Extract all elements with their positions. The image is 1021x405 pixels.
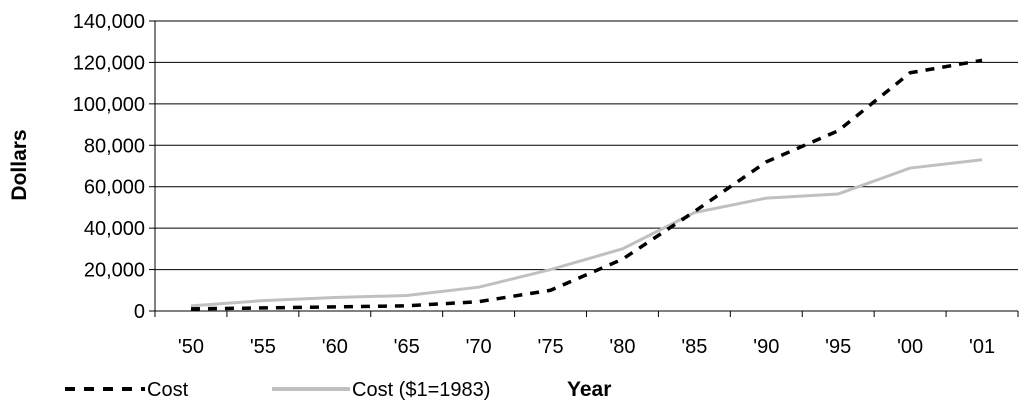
x-tick-label: '95 <box>825 336 851 358</box>
y-axis-title: Dollars <box>8 129 31 200</box>
x-tick-label: '50 <box>178 336 204 358</box>
x-axis-title: Year <box>567 378 611 401</box>
legend-label-cost: Cost <box>147 379 189 401</box>
x-tick-label: '80 <box>609 336 635 358</box>
x-tick-label: '90 <box>753 336 779 358</box>
y-tick-label: 80,000 <box>84 135 145 157</box>
y-tick-label: 100,000 <box>73 94 145 116</box>
y-tick-label: 20,000 <box>84 260 145 282</box>
x-tick-label: '85 <box>681 336 707 358</box>
y-tick-label: 60,000 <box>84 177 145 199</box>
x-tick-label: '55 <box>250 336 276 358</box>
x-tick-label: '00 <box>897 336 923 358</box>
x-tick-label: '75 <box>538 336 564 358</box>
series-line-cost-adjusted <box>190 158 983 308</box>
legend-label-cost-adjusted: Cost ($1=1983) <box>352 379 490 401</box>
x-tick-labels: '50 '55 '60 '65 '70 '75 '80 '85 '90 '95 '00 '01 <box>178 336 995 358</box>
x-tick-label: '70 <box>466 336 492 358</box>
x-tick-label: '65 <box>394 336 420 358</box>
x-tick-label: '01 <box>969 336 995 358</box>
axes <box>149 20 1019 317</box>
series-lines <box>190 58 983 311</box>
legend: Cost Cost ($1=1983) <box>65 379 490 401</box>
y-tick-label: 120,000 <box>73 52 145 74</box>
x-tick-label: '60 <box>322 336 348 358</box>
series-line-cost <box>190 58 983 311</box>
gridlines <box>155 20 1018 271</box>
y-tick-label: 140,000 <box>73 11 145 33</box>
y-tick-label: 0 <box>134 301 145 323</box>
y-tick-label: 40,000 <box>84 218 145 240</box>
y-tick-labels: 0 20,000 40,000 60,000 80,000 100,000 120,000 1… <box>73 11 145 323</box>
